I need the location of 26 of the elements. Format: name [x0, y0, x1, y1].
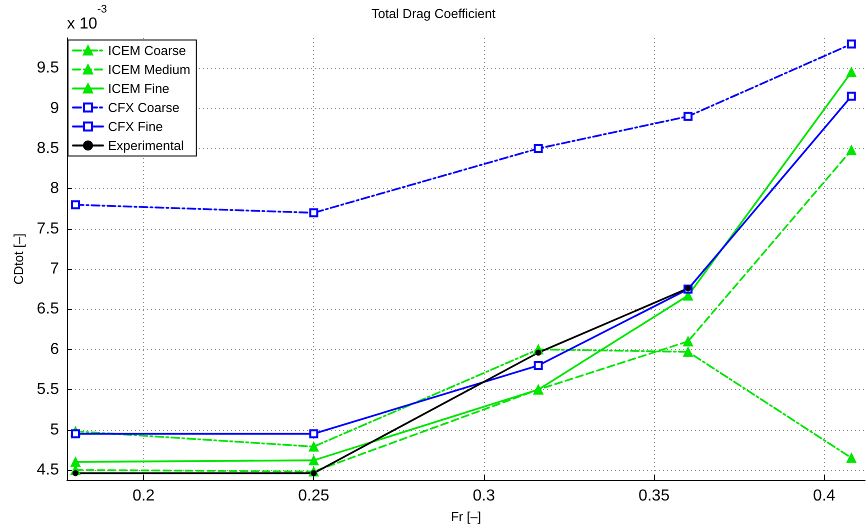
legend-label: CFX Fine: [108, 119, 163, 134]
legend-label: ICEM Fine: [108, 81, 170, 96]
legend-label: ICEM Medium: [108, 62, 190, 77]
legend-label: Experimental: [108, 138, 184, 153]
y-tick-label: 9: [50, 100, 60, 117]
y-tick-label: 4.5: [36, 461, 60, 478]
y-tick-label: 7: [50, 260, 60, 278]
y-tick-label: 5: [50, 421, 60, 438]
y-tick-label: 8: [50, 180, 60, 198]
y-tick-label: 8.5: [36, 140, 60, 157]
y-tick-label: 7.5: [36, 220, 60, 238]
y-tick-label: 9.5: [36, 60, 60, 77]
legend-label: ICEM Coarse: [108, 43, 186, 58]
x-tick-label: 0.4: [813, 488, 836, 504]
x-tick-label: 0.2: [132, 488, 155, 504]
y-tick-label: 6: [50, 340, 60, 358]
y-axis-title: CDtot [–]: [11, 233, 26, 285]
x-tick-label: 0.3: [472, 488, 496, 504]
chart-title: Total Drag Coefficient: [371, 6, 496, 21]
legend-label: CFX Coarse: [108, 100, 180, 115]
text: x 10-3: [67, 4, 108, 32]
x-tick-label: 0.25: [298, 488, 330, 504]
x-axis-title: Fr [–]: [450, 509, 482, 524]
x-tick-label: 0.35: [638, 488, 670, 504]
y-tick-label: 5.5: [36, 381, 60, 398]
y-tick-label: 6.5: [36, 300, 60, 318]
